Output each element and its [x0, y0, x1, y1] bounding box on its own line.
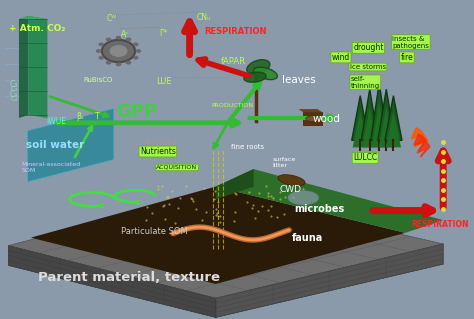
Text: CNᵤ: CNᵤ	[197, 13, 211, 22]
Polygon shape	[385, 96, 402, 140]
Circle shape	[116, 63, 121, 66]
Polygon shape	[9, 191, 443, 298]
Polygon shape	[9, 246, 216, 317]
Circle shape	[96, 49, 101, 53]
Text: LUE: LUE	[156, 77, 172, 85]
Polygon shape	[379, 107, 394, 147]
Circle shape	[116, 36, 121, 40]
Text: leaves: leaves	[282, 75, 316, 85]
Text: wood: wood	[313, 114, 341, 124]
Text: LULCC: LULCC	[353, 153, 377, 162]
Text: RuBisCO: RuBisCO	[83, 77, 112, 83]
Text: fauna: fauna	[292, 233, 323, 243]
Polygon shape	[299, 109, 322, 112]
Text: Γ*: Γ*	[159, 29, 167, 38]
Ellipse shape	[254, 67, 277, 80]
Text: fAPAR: fAPAR	[220, 57, 246, 66]
Text: self-
thinning: self- thinning	[351, 76, 380, 89]
Text: fine roots: fine roots	[231, 145, 264, 150]
Text: ACQUISITION: ACQUISITION	[156, 165, 198, 170]
Circle shape	[109, 45, 128, 57]
Text: Cᵂ: Cᵂ	[107, 14, 117, 23]
Text: Parent material, texture: Parent material, texture	[38, 271, 220, 284]
Circle shape	[126, 38, 131, 41]
Circle shape	[133, 56, 138, 60]
Circle shape	[99, 56, 104, 60]
Ellipse shape	[288, 190, 319, 205]
Circle shape	[106, 61, 111, 64]
Text: RESPIRATION: RESPIRATION	[204, 27, 266, 36]
Circle shape	[126, 61, 131, 64]
Text: C₄: C₄	[10, 96, 18, 102]
Polygon shape	[31, 187, 405, 284]
Text: T: T	[95, 112, 100, 121]
Polygon shape	[378, 89, 395, 140]
Circle shape	[99, 42, 104, 46]
Text: insects &
pathogens: insects & pathogens	[392, 36, 429, 48]
Polygon shape	[19, 16, 47, 19]
Circle shape	[136, 49, 141, 53]
Text: ice storms: ice storms	[350, 64, 386, 70]
Ellipse shape	[278, 175, 305, 186]
Text: C₃
C₄: C₃ C₄	[9, 80, 18, 99]
Polygon shape	[19, 16, 28, 118]
Polygon shape	[216, 169, 443, 233]
Polygon shape	[372, 103, 387, 147]
Polygon shape	[216, 169, 254, 199]
Polygon shape	[361, 89, 378, 140]
Text: SOIL: SOIL	[145, 138, 181, 152]
Ellipse shape	[306, 116, 320, 122]
Polygon shape	[362, 107, 377, 147]
Text: fire: fire	[401, 53, 413, 62]
Text: microbes: microbes	[294, 204, 344, 214]
Text: Particulate SOM: Particulate SOM	[121, 227, 188, 236]
Text: CWD: CWD	[280, 185, 301, 194]
Text: drought: drought	[353, 43, 383, 52]
Circle shape	[133, 42, 138, 46]
Polygon shape	[28, 16, 47, 118]
Text: RESPIRATION: RESPIRATION	[411, 220, 469, 229]
Text: surface
litter: surface litter	[273, 157, 296, 168]
Text: Mineral-associated
SOM: Mineral-associated SOM	[21, 162, 81, 173]
Text: Nutrients: Nutrients	[140, 147, 176, 156]
Text: soil water: soil water	[26, 140, 84, 150]
Text: Aᶜ: Aᶜ	[121, 30, 129, 39]
Text: GPP: GPP	[116, 103, 157, 121]
Polygon shape	[371, 83, 388, 140]
Text: + Atm. CO₂: + Atm. CO₂	[9, 24, 65, 33]
Circle shape	[102, 40, 135, 62]
Text: βₛ: βₛ	[76, 112, 83, 121]
Polygon shape	[27, 108, 114, 182]
Text: wind: wind	[332, 53, 350, 62]
Polygon shape	[216, 244, 443, 317]
Polygon shape	[386, 111, 401, 147]
Polygon shape	[303, 112, 322, 125]
Polygon shape	[411, 128, 428, 151]
Text: PRODUCTION: PRODUCTION	[211, 103, 253, 108]
Polygon shape	[353, 111, 368, 147]
Text: C₃: C₃	[10, 86, 18, 92]
Polygon shape	[414, 134, 430, 157]
Ellipse shape	[247, 60, 270, 74]
Polygon shape	[352, 96, 369, 140]
Ellipse shape	[244, 72, 266, 82]
Circle shape	[106, 38, 111, 41]
Text: iWUE: iWUE	[46, 117, 66, 126]
